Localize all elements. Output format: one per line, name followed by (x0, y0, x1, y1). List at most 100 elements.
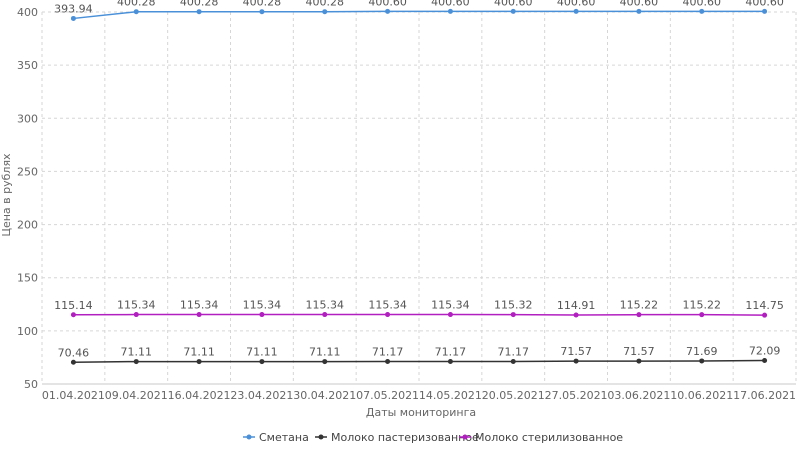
x-tick-label: 03.06.2021 (607, 389, 670, 402)
x-tick-label: 09.04.2021 (105, 389, 168, 402)
data-point (385, 358, 391, 364)
data-point (133, 359, 139, 365)
y-tick-label: 300 (17, 112, 38, 125)
legend-label: Сметана (259, 431, 309, 444)
legend-label: Молоко пастеризованное (331, 431, 479, 444)
x-tick-label: 20.05.2021 (482, 389, 545, 402)
x-tick-label: 30.04.2021 (293, 389, 356, 402)
y-tick-label: 250 (17, 165, 38, 178)
grid (41, 11, 797, 385)
data-label: 115.34 (431, 299, 470, 312)
x-tick-label: 10.06.2021 (670, 389, 733, 402)
data-label: 115.22 (620, 299, 659, 312)
data-label: 400.60 (557, 0, 596, 8)
data-point (447, 8, 453, 14)
series-line (73, 359, 765, 364)
data-label: 71.57 (623, 345, 655, 358)
y-tick-label: 400 (17, 6, 38, 19)
data-point (636, 312, 642, 318)
y-tick-label: 350 (17, 59, 38, 72)
data-point (322, 9, 328, 15)
data-label: 70.46 (58, 346, 90, 359)
data-label: 115.22 (683, 299, 722, 312)
data-point (70, 312, 76, 318)
data-label: 393.94 (54, 2, 93, 15)
data-point (70, 15, 76, 21)
x-tick-label: 07.05.2021 (356, 389, 419, 402)
series-line (73, 313, 765, 316)
data-label: 115.14 (54, 299, 93, 312)
data-point (322, 312, 328, 318)
data-label: 115.34 (368, 299, 407, 312)
data-label: 71.11 (183, 346, 215, 359)
data-point (259, 9, 265, 15)
data-point (70, 359, 76, 365)
data-label: 400.60 (620, 0, 659, 8)
x-tick-label: 16.04.2021 (168, 389, 231, 402)
data-label: 115.34 (243, 299, 282, 312)
data-point (636, 8, 642, 14)
data-label: 400.28 (180, 0, 219, 9)
data-label: 400.28 (117, 0, 156, 9)
data-point (573, 358, 579, 364)
legend-marker (318, 434, 324, 440)
y-tick-label: 150 (17, 272, 38, 285)
data-label: 115.32 (494, 299, 533, 312)
data-label: 400.60 (745, 0, 784, 8)
data-point (573, 312, 579, 318)
data-point (510, 358, 516, 364)
y-axis-title: Цена в рублях (0, 153, 13, 237)
legend-label: Молоко стерилизованное (475, 431, 623, 444)
data-point (196, 359, 202, 365)
data-point (385, 8, 391, 14)
series-group (70, 8, 768, 365)
y-tick-label: 200 (17, 219, 38, 232)
data-point (762, 358, 768, 364)
data-point (259, 359, 265, 365)
data-label: 71.69 (686, 345, 718, 358)
data-point (762, 312, 768, 318)
data-point (196, 9, 202, 15)
series-line (73, 10, 765, 20)
data-label: 72.09 (749, 345, 781, 358)
data-point (636, 358, 642, 364)
data-point (385, 312, 391, 318)
data-label: 400.28 (243, 0, 282, 9)
data-point (259, 312, 265, 318)
x-tick-label: 27.05.2021 (545, 389, 608, 402)
data-point (510, 8, 516, 14)
data-label: 71.11 (309, 346, 341, 359)
data-label: 114.75 (745, 299, 784, 312)
x-tick-label: 17.06.2021 (733, 389, 796, 402)
data-point (133, 312, 139, 318)
data-point (447, 358, 453, 364)
y-tick-label: 100 (17, 325, 38, 338)
data-point (196, 312, 202, 318)
data-label: 400.28 (306, 0, 345, 9)
x-axis-title: Даты мониторинга (366, 406, 476, 419)
data-point (322, 359, 328, 365)
data-point (447, 312, 453, 318)
data-point (699, 312, 705, 318)
data-labels: 393.94 400.28 400.28 400.28 400.28 400.60 400.… (54, 0, 784, 359)
data-label: 400.60 (683, 0, 722, 8)
data-point (699, 8, 705, 14)
data-point (573, 8, 579, 14)
data-point (510, 312, 516, 318)
data-point (762, 8, 768, 14)
data-label: 400.60 (431, 0, 470, 8)
data-label: 71.11 (121, 346, 153, 359)
data-label: 115.34 (306, 299, 345, 312)
data-label: 71.17 (372, 345, 404, 358)
data-point (699, 358, 705, 364)
data-label: 115.34 (117, 299, 156, 312)
legend-marker (246, 434, 252, 440)
y-axis-ticks: 50 100 150 200 250 300 350 400 (17, 6, 38, 391)
data-label: 114.91 (557, 299, 596, 312)
data-label: 71.17 (498, 345, 530, 358)
x-tick-label: 01.04.2021 (42, 389, 105, 402)
data-point (133, 9, 139, 15)
data-label: 400.60 (368, 0, 407, 8)
data-label: 400.60 (494, 0, 533, 8)
